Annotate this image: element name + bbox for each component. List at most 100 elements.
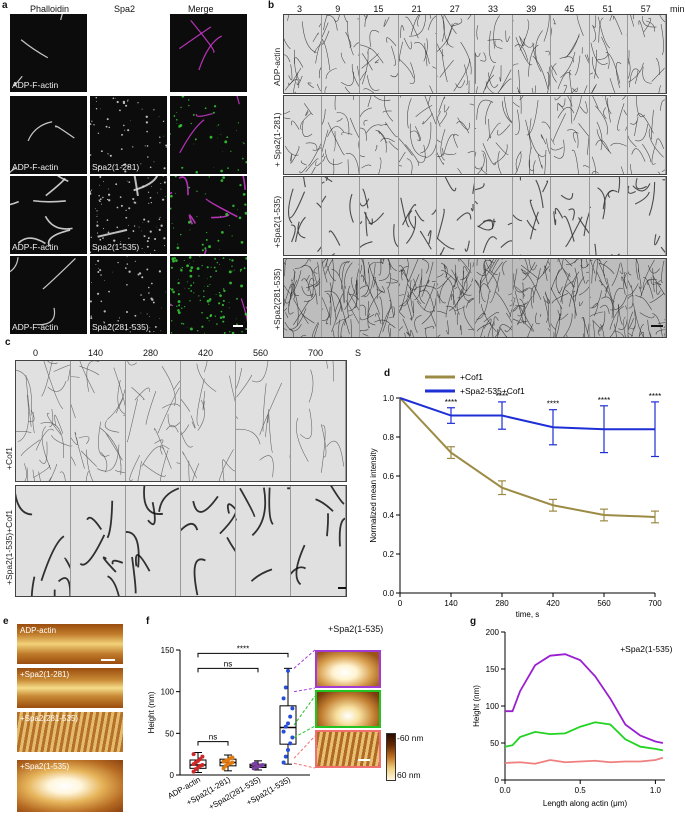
profile-line xyxy=(505,653,664,744)
filament xyxy=(476,291,490,320)
filament xyxy=(593,243,597,255)
panel-b-time-label: 27 xyxy=(449,4,460,14)
inset-connector xyxy=(293,649,315,669)
data-point xyxy=(290,735,295,740)
filament xyxy=(284,145,299,156)
filament xyxy=(635,259,639,273)
filament xyxy=(431,66,436,69)
filament xyxy=(487,261,503,285)
filament xyxy=(16,370,32,416)
filament xyxy=(528,259,538,271)
green-puncta xyxy=(214,315,216,317)
green-puncta xyxy=(222,288,225,290)
filament xyxy=(609,15,613,21)
filament xyxy=(637,268,642,289)
puncta xyxy=(159,216,161,218)
panel-b-time-label: 15 xyxy=(373,4,384,14)
filament xyxy=(476,86,478,93)
puncta xyxy=(129,331,131,333)
green-puncta xyxy=(229,258,231,261)
filament xyxy=(652,268,655,292)
filament xyxy=(334,96,337,110)
filament xyxy=(291,120,300,130)
filament xyxy=(378,328,392,337)
green-puncta xyxy=(188,186,191,189)
puncta xyxy=(143,235,146,238)
filament xyxy=(413,268,422,301)
filament xyxy=(652,275,665,296)
panel-e-afm-image: +Spa2(281-535) xyxy=(17,712,123,752)
filament xyxy=(440,270,456,282)
filament xyxy=(475,279,481,289)
puncta xyxy=(147,156,149,158)
green-puncta xyxy=(171,320,173,322)
puncta xyxy=(165,196,167,197)
filament xyxy=(599,304,610,314)
filament xyxy=(565,289,576,319)
filament xyxy=(660,99,665,111)
filament xyxy=(589,290,602,309)
panel-a-image-r2-c2 xyxy=(170,176,247,254)
green-puncta xyxy=(213,166,215,168)
filament xyxy=(379,306,394,337)
panel-c-frame xyxy=(71,361,126,481)
filament xyxy=(436,139,441,143)
data-point xyxy=(260,763,265,767)
panel-b-frame xyxy=(322,96,361,174)
filament xyxy=(259,455,274,478)
green-puncta xyxy=(180,233,182,236)
filament xyxy=(428,85,433,93)
spa2-caption: Spa2(1-535) xyxy=(92,242,140,252)
filament xyxy=(467,328,474,330)
puncta xyxy=(99,200,101,203)
filament xyxy=(517,87,521,93)
filament xyxy=(467,259,470,268)
filament xyxy=(407,210,415,230)
filament xyxy=(595,139,610,152)
puncta xyxy=(102,196,104,199)
puncta xyxy=(112,97,115,100)
filament xyxy=(456,121,469,134)
filament xyxy=(590,42,608,65)
filament xyxy=(196,363,217,392)
filament xyxy=(545,291,550,323)
puncta xyxy=(119,243,122,246)
green-puncta xyxy=(204,193,206,195)
puncta xyxy=(163,181,166,184)
puncta xyxy=(147,220,150,223)
filament xyxy=(657,322,665,324)
micrograph xyxy=(13,14,63,86)
filament xyxy=(318,22,322,28)
filament xyxy=(398,151,406,163)
filament xyxy=(589,259,593,290)
micrograph xyxy=(398,259,436,337)
data-point xyxy=(286,748,290,752)
filament xyxy=(236,374,253,398)
y-tick-label: 0 xyxy=(495,776,500,785)
filament xyxy=(284,262,286,277)
filament xyxy=(530,285,537,309)
green-puncta xyxy=(235,318,237,320)
green-puncta xyxy=(242,157,244,160)
filament xyxy=(540,313,542,317)
filament xyxy=(522,282,524,300)
filament xyxy=(399,197,410,228)
filament xyxy=(251,487,267,537)
filament xyxy=(586,271,589,273)
filament xyxy=(515,286,525,297)
green-puncta xyxy=(219,215,222,217)
panel-b-frame xyxy=(475,177,514,255)
filament xyxy=(55,125,75,139)
puncta xyxy=(134,314,137,317)
green-puncta xyxy=(177,293,180,296)
filament xyxy=(85,471,89,481)
green-puncta xyxy=(189,229,191,231)
puncta xyxy=(90,191,92,193)
green-puncta xyxy=(207,285,209,288)
filament xyxy=(316,262,320,296)
filament xyxy=(362,188,369,209)
puncta xyxy=(109,154,112,157)
filament xyxy=(573,267,579,298)
filament xyxy=(134,387,150,401)
puncta xyxy=(97,271,100,274)
